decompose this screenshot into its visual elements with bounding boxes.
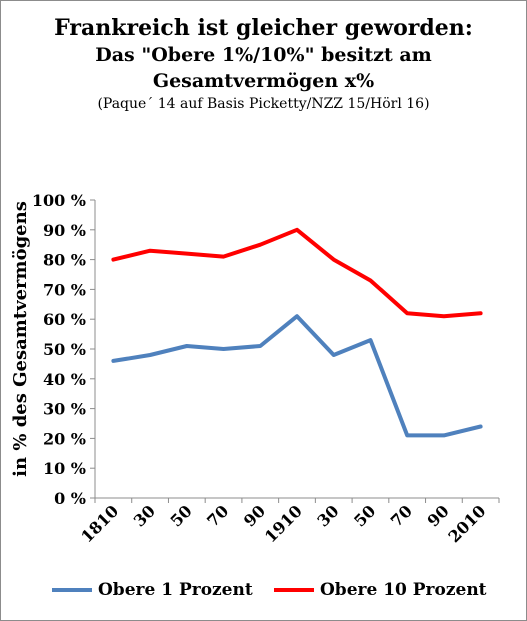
x-tick-label: 1810 — [77, 501, 122, 546]
x-tick-label: 50 — [166, 501, 195, 530]
axes — [90, 199, 500, 503]
y-tick-labels: 0 % 10 % 20 % 30 % 40 % 50 % 60 % 70 % 80 % 90 % 1… — [32, 191, 86, 508]
y-tick-label: 100 % — [32, 191, 86, 210]
x-tick-label: 70 — [203, 501, 232, 530]
x-tick-label: 70 — [387, 501, 416, 530]
x-tick-label: 50 — [350, 501, 379, 530]
y-tick-label: 60 % — [43, 310, 86, 329]
x-tick-label: 90 — [240, 501, 269, 530]
y-tick-label: 90 % — [43, 221, 86, 240]
y-tick-label: 30 % — [43, 400, 86, 419]
y-axis-label: in % des Gesamtvermögens — [10, 201, 31, 477]
y-tick-label: 50 % — [43, 340, 86, 359]
y-tick-label: 40 % — [43, 370, 86, 389]
series-line-obere-10 — [111, 227, 483, 319]
chart-title-block: Frankreich ist gleicher geworden: Das "O… — [0, 14, 527, 114]
legend-item-obere-10: Obere 10 Prozent — [274, 576, 487, 604]
y-tick-label: 20 % — [43, 429, 86, 448]
y-tick-label: 10 % — [43, 459, 86, 478]
y-axis-label-group: in % des Gesamtvermögens — [10, 201, 31, 477]
x-tick-label: 30 — [313, 501, 342, 530]
legend: Obere 1 Prozent Obere 10 Prozent — [0, 576, 527, 604]
chart-title-line-1: Frankreich ist gleicher geworden: — [54, 15, 473, 41]
series-lines — [111, 227, 483, 438]
legend-item-obere-1: Obere 1 Prozent — [52, 576, 253, 604]
chart-source: (Paque´ 14 auf Basis Picketty/NZZ 15/Hör… — [97, 96, 430, 112]
chart-title-line-2: Das "Obere 1%/10%" besitzt am — [95, 44, 432, 66]
series-line-obere-1 — [111, 314, 483, 438]
y-tick-label: 0 % — [54, 489, 86, 508]
legend-label-obere-10: Obere 10 Prozent — [320, 580, 487, 600]
y-tick-label: 70 % — [43, 280, 86, 299]
x-tick-label: 2010 — [445, 501, 490, 546]
x-tick-label: 90 — [424, 501, 453, 530]
legend-label-obere-1: Obere 1 Prozent — [98, 580, 253, 600]
x-tick-label: 30 — [130, 501, 159, 530]
chart-title-line-3: Gesamtvermögen x% — [152, 70, 375, 92]
legend-swatch-obere-1 — [52, 588, 92, 592]
legend-swatch-obere-10 — [274, 588, 314, 592]
y-tick-label: 80 % — [43, 251, 86, 270]
x-tick-label: 1910 — [261, 501, 306, 546]
